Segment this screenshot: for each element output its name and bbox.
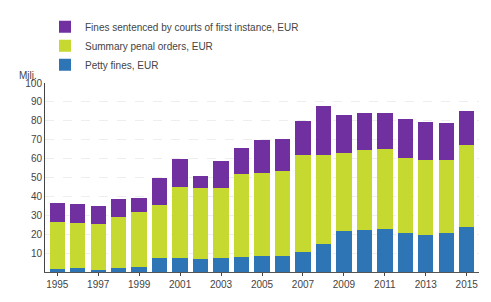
svg-text:Milj.: Milj. [19,70,37,81]
svg-text:1997: 1997 [87,279,110,290]
svg-text:70: 70 [31,134,43,145]
svg-text:60: 60 [31,153,43,164]
svg-text:2003: 2003 [210,279,233,290]
svg-text:2009: 2009 [333,279,356,290]
svg-text:2005: 2005 [251,279,274,290]
svg-text:Fines sentenced by courts of f: Fines sentenced by courts of first insta… [85,22,298,33]
svg-text:30: 30 [31,210,43,221]
svg-text:1999: 1999 [128,279,151,290]
svg-text:20: 20 [31,229,43,240]
svg-text:Summary penal orders, EUR: Summary penal orders, EUR [85,41,213,52]
svg-text:Petty fines, EUR: Petty fines, EUR [85,60,158,71]
svg-text:2007: 2007 [292,279,315,290]
svg-text:1995: 1995 [46,279,69,290]
svg-text:2013: 2013 [415,279,438,290]
svg-text:10: 10 [31,248,43,259]
svg-text:2011: 2011 [374,279,396,290]
svg-text:100: 100 [25,78,42,89]
svg-text:2015: 2015 [456,279,479,290]
svg-text:2001: 2001 [169,279,192,290]
svg-text:90: 90 [31,96,43,107]
svg-text:80: 80 [31,115,43,126]
svg-text:40: 40 [31,191,43,202]
svg-text:50: 50 [31,172,43,183]
